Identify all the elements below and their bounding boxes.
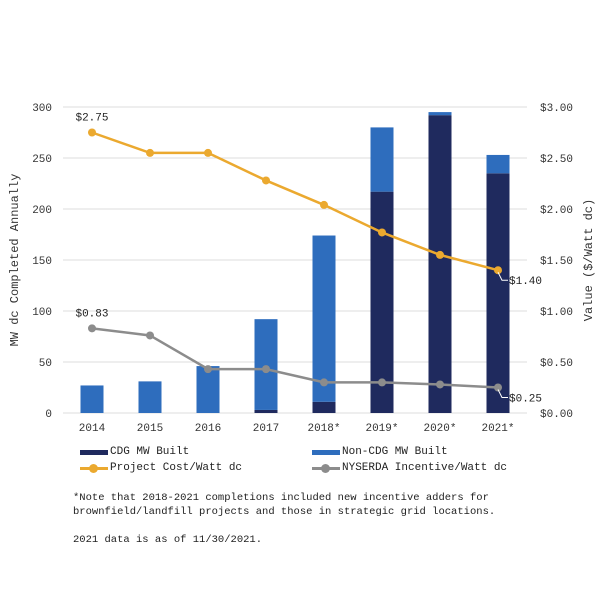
nyserda-incentive-swatch: [312, 463, 340, 473]
nyserda-incentive-line: [91, 327, 499, 389]
x-tick-label: 2018*: [307, 423, 340, 435]
bar-cdg: [312, 401, 336, 413]
x-tick-label: 2019*: [365, 423, 398, 435]
nyserda-incentive-leader-line: [497, 389, 508, 398]
note-adders: *Note that 2018-2021 completions include…: [73, 492, 496, 518]
x-tick-label: 2020*: [423, 423, 456, 435]
project-cost-point: [320, 200, 328, 209]
project-cost-swatch: [80, 463, 108, 473]
bar-non-cdg: [370, 127, 394, 192]
nyserda-incentive-point: [436, 380, 444, 389]
cdg-swatch: [80, 449, 108, 455]
notes: *Note that 2018-2021 completions include…: [73, 491, 573, 561]
legend-item-nyserda-incentive: NYSERDA Incentive/Watt dc: [312, 462, 507, 474]
project-cost-point: [204, 148, 212, 157]
legend-item-non-cdg: Non-CDG MW Built: [312, 446, 448, 458]
x-tick-label: 2014: [79, 423, 106, 435]
y-tick-label: 0: [45, 409, 52, 421]
y-tick-label: 250: [32, 154, 52, 166]
y-tick-label: 100: [32, 307, 52, 319]
nyserda-incentive-point: [378, 378, 386, 387]
chart: 0 50 100 150 200 250 300 $0.00 $0.50 $1.00 $1.50 $2…: [8, 103, 596, 435]
nyserda-incentive-point: [494, 383, 502, 392]
x-tick-label: 2016: [195, 423, 221, 435]
legend-label-non-cdg: Non-CDG MW Built: [342, 446, 448, 458]
bar-non-cdg: [196, 366, 220, 413]
project-cost-point: [146, 148, 154, 157]
y2-tick-label: $0.50: [540, 358, 573, 370]
nyserda-incentive-point: [204, 365, 212, 374]
bar-non-cdg: [428, 112, 452, 116]
y-tick-label: 50: [39, 358, 52, 370]
x-tick-label: 2021*: [481, 423, 514, 435]
bar-non-cdg: [254, 319, 278, 410]
y-tick-label: 150: [32, 256, 52, 268]
project-cost-data-label: $2.75: [75, 113, 108, 125]
project-cost-leader-line: [497, 271, 508, 281]
y2-tick-label: $1.50: [540, 256, 573, 268]
project-cost-line: [91, 131, 499, 272]
non-cdg-swatch: [312, 449, 340, 455]
x-tick-label: 2015: [137, 423, 163, 435]
y2-tick-label: $2.00: [540, 205, 573, 217]
bar-cdg: [428, 115, 452, 413]
nyserda-incentive-data-label: $0.25: [509, 394, 542, 406]
y-axis-title: MW dc Completed Annually: [8, 174, 22, 347]
y2-tick-label: $0.00: [540, 409, 573, 421]
y2-axis-title: Value ($/Watt dc): [582, 199, 596, 321]
nyserda-incentive-data-label: $0.83: [75, 308, 108, 320]
y2-tick-label: $2.50: [540, 154, 573, 166]
project-cost-point: [494, 266, 502, 275]
project-cost-point: [378, 228, 386, 237]
y2-tick-label: $1.00: [540, 307, 573, 319]
legend-label-cdg: CDG MW Built: [110, 446, 190, 458]
bar-non-cdg: [138, 381, 162, 413]
bar-cdg: [254, 409, 278, 413]
legend-label-nyserda-incentive: NYSERDA Incentive/Watt dc: [342, 462, 508, 474]
y-tick-label: 200: [32, 205, 52, 217]
nyserda-incentive-point: [320, 378, 328, 387]
bar-cdg: [370, 191, 394, 413]
project-cost-point: [88, 128, 96, 137]
nyserda-incentive-point: [262, 365, 270, 374]
x-tick-label: 2017: [253, 423, 279, 435]
legend-label-project-cost: Project Cost/Watt dc: [110, 462, 243, 474]
legend-item-project-cost: Project Cost/Watt dc: [80, 462, 242, 474]
y2-tick-label: $3.00: [540, 103, 573, 115]
bar-non-cdg: [486, 154, 510, 174]
project-cost-point: [436, 250, 444, 259]
bar-non-cdg: [80, 385, 104, 413]
project-cost-point: [262, 176, 270, 185]
bar-cdg: [486, 173, 510, 413]
project-cost-data-label: $1.40: [509, 276, 542, 288]
y-tick-label: 300: [32, 103, 52, 115]
nyserda-incentive-point: [146, 331, 154, 340]
nyserda-incentive-point: [88, 324, 96, 333]
bar-non-cdg: [312, 235, 336, 402]
note-data-date: 2021 data is as of 11/30/2021.: [73, 534, 263, 546]
legend-item-cdg: CDG MW Built: [80, 446, 189, 458]
